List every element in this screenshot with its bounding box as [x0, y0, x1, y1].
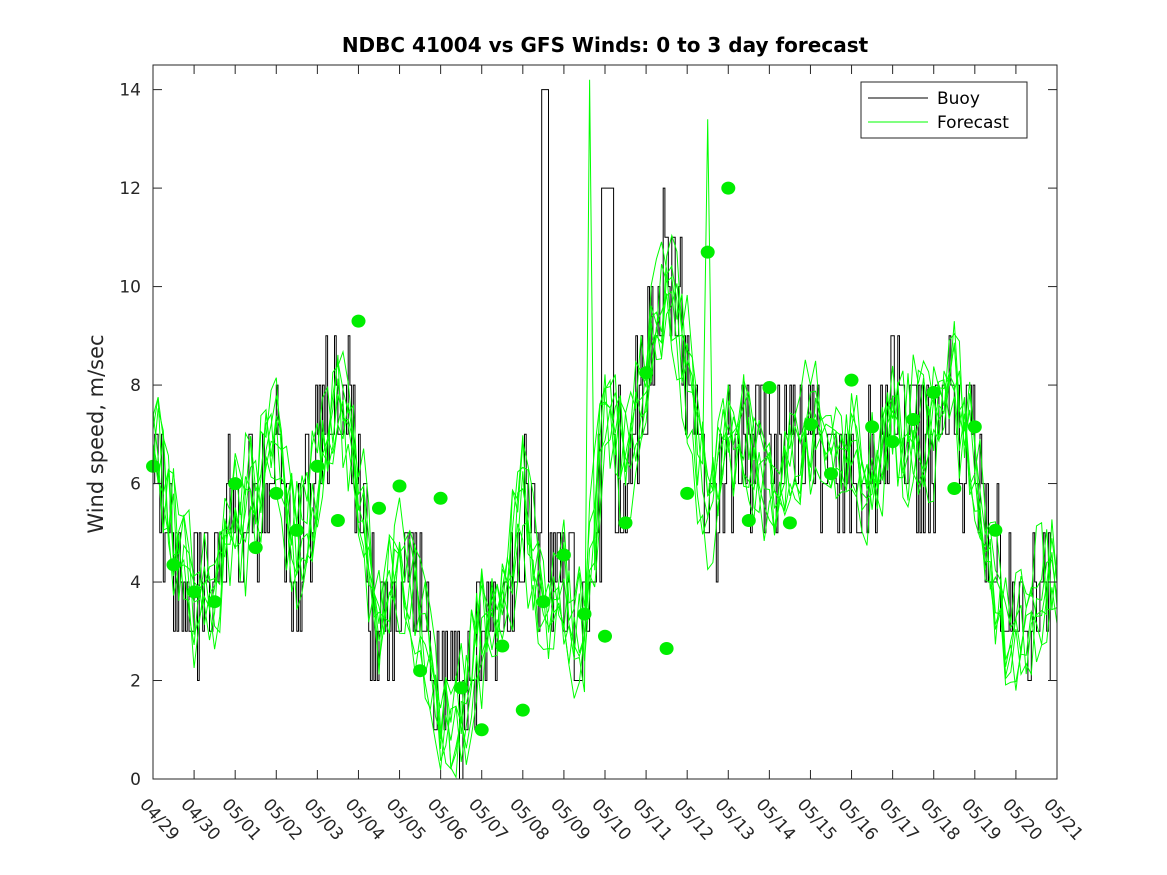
forecast-point — [413, 664, 428, 678]
y-tick-label: 4 — [130, 573, 141, 593]
forecast-point — [577, 607, 592, 621]
forecast-run-line — [152, 290, 1058, 779]
forecast-point — [310, 459, 325, 473]
forecast-point — [556, 548, 571, 562]
x-tick-label: 05/08 — [505, 795, 553, 845]
x-tick-label: 05/11 — [628, 795, 676, 845]
forecast-point — [844, 373, 859, 387]
x-tick-label: 05/06 — [423, 795, 471, 845]
y-tick-label: 14 — [119, 81, 141, 101]
forecast-point — [762, 381, 777, 394]
forecast-point — [248, 541, 263, 555]
forecast-point — [926, 386, 941, 399]
forecast-point — [392, 479, 407, 493]
forecast-point — [289, 523, 304, 537]
x-axis: 04/2904/3005/0105/0205/0305/0405/0505/06… — [135, 65, 1087, 845]
forecast-point — [639, 366, 654, 380]
forecast-point — [906, 413, 921, 426]
forecast-run-line — [152, 119, 1058, 770]
forecast-point — [228, 477, 243, 491]
x-tick-label: 05/01 — [217, 795, 265, 845]
forecast-point — [659, 642, 674, 655]
forecast-point — [988, 523, 1003, 537]
x-tick-label: 05/04 — [341, 795, 389, 845]
forecast-point — [433, 491, 448, 505]
forecast-point — [680, 486, 695, 500]
y-tick-label: 10 — [119, 278, 141, 298]
forecast-point — [474, 723, 489, 737]
y-tick-label: 0 — [130, 770, 141, 790]
x-tick-label: 05/10 — [587, 795, 635, 845]
forecast-run-line — [152, 264, 1058, 740]
forecast-point — [741, 514, 756, 527]
forecast-point — [700, 245, 715, 259]
forecast-point — [515, 703, 530, 717]
forecast-point — [187, 585, 202, 599]
forecast-point — [269, 486, 284, 500]
forecast-point — [351, 314, 366, 328]
legend-box — [860, 81, 1028, 139]
x-tick-label: 05/21 — [1039, 795, 1087, 845]
x-tick-label: 05/20 — [998, 795, 1046, 845]
forecast-run-line — [152, 264, 1058, 762]
forecast-point — [454, 681, 469, 695]
forecast-point — [967, 420, 982, 434]
y-axis: 0 2 4 6 8 10 12 14 — [119, 81, 1057, 790]
x-tick-label: 05/09 — [546, 795, 594, 845]
y-axis-label: Wind speed, m/sec — [84, 334, 108, 533]
forecast-point — [885, 435, 900, 449]
forecast-point — [824, 467, 838, 481]
forecast-point — [207, 595, 222, 609]
forecast-run-line — [152, 241, 1058, 770]
x-tick-label: 04/29 — [135, 795, 183, 845]
x-tick-label: 05/05 — [382, 795, 430, 845]
y-tick-label: 8 — [130, 376, 141, 396]
x-tick-label: 05/16 — [834, 795, 882, 845]
x-tick-label: 05/14 — [752, 795, 800, 845]
forecast-point — [782, 516, 797, 530]
x-tick-label: 05/17 — [875, 795, 923, 845]
forecast-point — [598, 629, 612, 643]
y-tick-label: 6 — [130, 475, 141, 495]
x-tick-label: 05/03 — [300, 795, 348, 845]
forecast-point — [618, 516, 633, 530]
legend: Buoy Forecast — [860, 81, 1028, 139]
chart-title: NDBC 41004 vs GFS Winds: 0 to 3 day fore… — [342, 33, 869, 57]
forecast-run-line — [152, 233, 1058, 709]
forecast-point — [536, 595, 551, 609]
x-tick-label: 05/19 — [957, 795, 1005, 845]
y-tick-label: 12 — [119, 179, 141, 199]
plot-data-layer — [146, 79, 1058, 780]
legend-buoy-label: Buoy — [937, 89, 980, 109]
forecast-point — [865, 420, 880, 434]
buoy-series-line — [153, 89, 1058, 780]
legend-forecast-label: Forecast — [937, 113, 1009, 133]
forecast-point — [947, 482, 962, 495]
x-tick-label: 05/02 — [259, 795, 307, 845]
y-tick-label: 2 — [130, 672, 141, 692]
forecast-point — [721, 181, 736, 195]
x-tick-label: 05/15 — [793, 795, 841, 845]
forecast-point — [803, 418, 818, 431]
x-tick-label: 05/12 — [669, 795, 717, 845]
x-tick-label: 05/13 — [711, 795, 759, 845]
forecast-point — [166, 558, 181, 572]
forecast-point — [372, 501, 386, 515]
forecast-point — [495, 639, 510, 653]
x-tick-label: 05/07 — [464, 795, 512, 845]
x-tick-label: 04/30 — [176, 795, 224, 845]
forecast-point — [330, 514, 345, 527]
x-tick-label: 05/18 — [916, 795, 964, 845]
